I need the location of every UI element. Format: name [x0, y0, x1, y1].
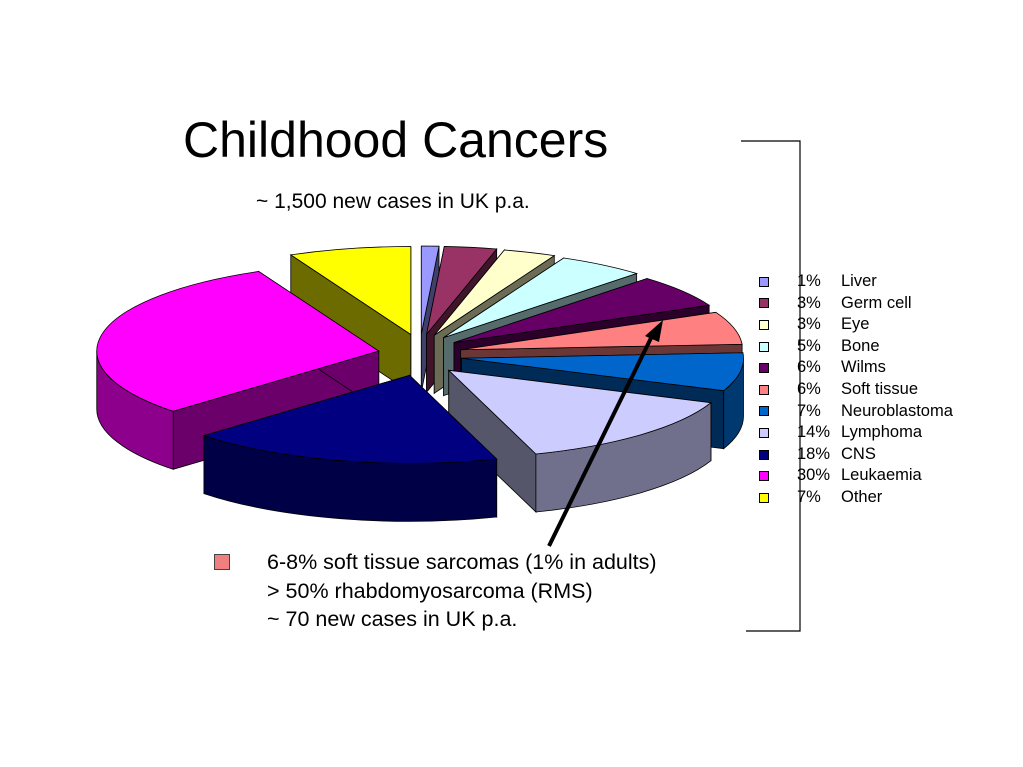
- legend-swatch: [759, 319, 769, 330]
- pie-chart: [96, 245, 744, 522]
- legend-item: 5% Bone: [756, 336, 996, 358]
- note-bullet-square: [214, 554, 230, 570]
- legend-item: 14% Lymphoma: [756, 422, 996, 444]
- chart-title: Childhood Cancers: [183, 112, 609, 168]
- legend-item: 1% Liver: [756, 271, 996, 293]
- legend-swatch: [759, 384, 769, 395]
- note-line: ~ 70 new cases in UK p.a.: [267, 607, 518, 631]
- pointer-arrow-head: [645, 320, 663, 342]
- legend-swatch: [759, 363, 769, 374]
- legend-item: 18% CNS: [756, 444, 996, 466]
- legend-label: Eye: [841, 315, 870, 334]
- legend-label: Lymphoma: [841, 423, 923, 442]
- pointer-arrow-line: [547, 335, 654, 547]
- legend-swatch: [759, 471, 769, 482]
- legend-bracket: [741, 140, 801, 632]
- legend-swatch: [759, 406, 769, 417]
- legend-item: 30% Leukaemia: [756, 465, 996, 487]
- legend-swatch: [759, 449, 769, 460]
- note-line: > 50% rhabdomyosarcoma (RMS): [267, 578, 593, 603]
- pie-slice: [433, 249, 556, 336]
- legend-label: Liver: [841, 272, 877, 290]
- legend-percent: 18%: [797, 444, 831, 463]
- legend-percent: 5%: [797, 336, 821, 355]
- legend-percent: 7%: [797, 401, 821, 420]
- legend-label: Germ cell: [841, 293, 912, 312]
- legend-item: 6% Wilms: [756, 357, 996, 379]
- legend-item: 3% Germ cell: [756, 293, 996, 315]
- legend-item: 7% Other: [756, 487, 996, 509]
- pie-slice: [202, 374, 498, 464]
- legend-percent: 30%: [797, 466, 831, 485]
- legend-swatch: [759, 276, 769, 287]
- legend-percent: 6%: [797, 379, 821, 398]
- legend-swatch: [759, 298, 769, 309]
- legend-label: Other: [841, 487, 883, 506]
- pie-slice: [289, 246, 412, 336]
- legend-percent: 3%: [797, 315, 821, 334]
- legend-label: CNS: [841, 444, 876, 463]
- legend-swatch: [759, 341, 769, 352]
- pie-slice: [453, 278, 711, 344]
- chart-subtitle: ~ 1,500 new cases in UK p.a.: [256, 190, 530, 213]
- legend-label: Leukaemia: [841, 466, 922, 485]
- legend-percent: 7%: [797, 487, 821, 506]
- pie-slice: [420, 245, 440, 335]
- legend-label: Bone: [841, 336, 880, 355]
- note-line: 6-8% soft tissue sarcomas (1% in adults): [267, 550, 657, 574]
- legend-label: Neuroblastoma: [841, 401, 953, 420]
- pie-slice: [443, 257, 638, 339]
- legend-percent: 1%: [797, 272, 821, 290]
- pie-slice: [447, 369, 712, 455]
- legend-label: Wilms: [841, 358, 886, 377]
- legend-percent: 6%: [797, 358, 821, 377]
- legend-percent: 14%: [797, 423, 831, 442]
- legend-item: 3% Eye: [756, 314, 996, 336]
- legend-item: 6% Soft tissue: [756, 379, 996, 401]
- pie-slice: [460, 311, 743, 351]
- legend: 1% Liver 3% Germ cell 3% Eye 5% Bone 6% Wilms 6% So…: [756, 271, 996, 509]
- legend-swatch: [759, 492, 769, 503]
- pie-slice: [461, 352, 744, 392]
- pie-slice: [96, 271, 380, 412]
- legend-label: Soft tissue: [841, 379, 919, 398]
- legend-swatch: [759, 427, 769, 438]
- pie-slice: [426, 246, 498, 335]
- legend-percent: 3%: [797, 293, 821, 312]
- legend-item: 7% Neuroblastoma: [756, 401, 996, 423]
